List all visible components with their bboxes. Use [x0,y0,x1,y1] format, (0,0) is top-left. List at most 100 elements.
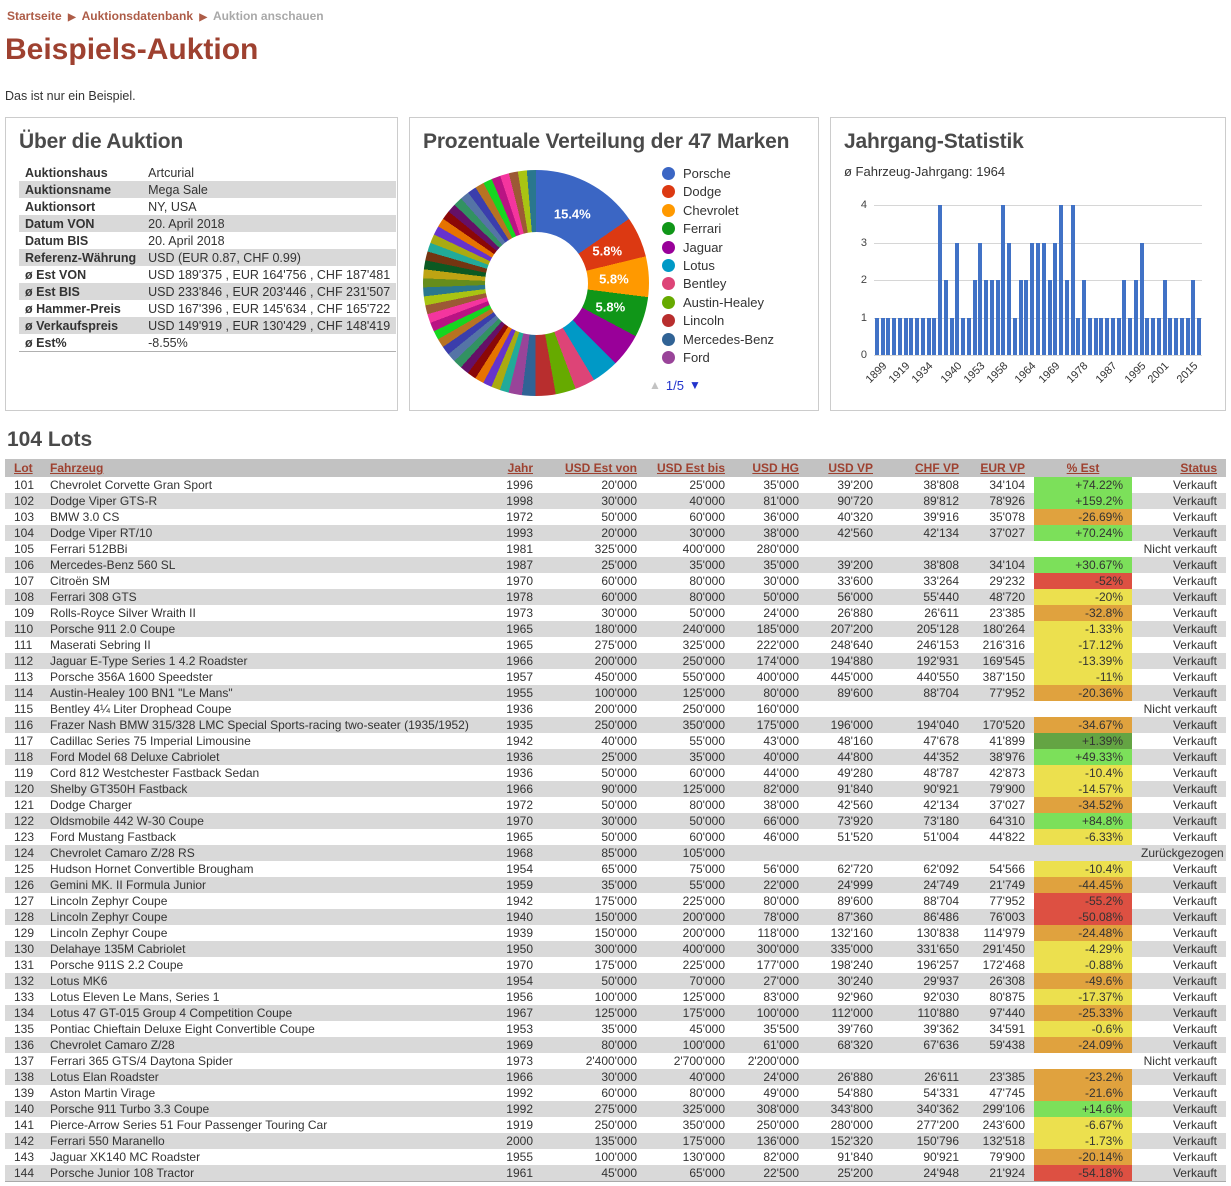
lot-row: 135 Pontiac Chieftain Deluxe Eight Conver… [5,1021,1226,1037]
status-cell: Verkauft [1172,526,1217,540]
chf-vp: 54'331 [923,1086,959,1100]
usd-hg: 308'000 [756,1102,799,1116]
lot-number: 138 [14,1070,35,1084]
eur-vp: 78'926 [989,494,1025,508]
legend-item[interactable]: Lincoln [662,313,774,328]
usd-est-von: 135'000 [594,1134,637,1148]
lot-number: 121 [14,798,35,812]
usd-vp: 54'880 [837,1086,873,1100]
column-sort-link[interactable]: USD HG [752,461,799,475]
brand-distribution-panel: Prozentuale Verteilung der 47 Marken 15.… [409,117,819,411]
column-header-lot: Lot [5,459,41,477]
usd-vp: 44'800 [837,750,873,764]
legend-item[interactable]: Porsche [662,166,774,181]
year: 1959 [506,878,533,892]
usd-est-von: 90'000 [601,782,637,796]
breadcrumb-link-startseite[interactable]: Startseite [7,9,62,23]
y-axis-label: 1 [860,311,867,324]
usd-hg: 49'000 [763,1086,799,1100]
year-bar [1151,317,1156,355]
pct-est-cell: +159.2% [1034,493,1132,509]
lot-number: 105 [14,542,35,556]
column-sort-link[interactable]: Lot [14,461,33,475]
legend-page-down-icon[interactable]: ▼ [688,378,701,393]
usd-est-von: 50'000 [601,830,637,844]
usd-vp: 89'600 [837,894,873,908]
bar-chart: 0 1 2 3 4 1899 1919 1934 1940 1953 1958 1964 1969 197… [861,199,1202,386]
column-header-usd-est-von: USD Est von [542,459,646,477]
usd-est-von: 25'000 [601,558,637,572]
pct-est-cell: -20.14% [1034,1149,1132,1165]
chf-vp: 86'486 [923,910,959,924]
chf-vp: 150'796 [916,1134,959,1148]
lot-row: 120 Shelby GT350H Fastback 1966 90'000 125'0… [5,781,1226,797]
pie-chart-area: 15.4% 5.8% 5.8% 5.8% Porsche Dodge Chevrolet F… [423,164,805,396]
status-cell: Verkauft [1172,942,1217,956]
usd-hg: 44'000 [763,766,799,780]
usd-est-von: 2'400'000 [585,1054,637,1068]
year-bar [1064,280,1069,355]
lot-row: 104 Dodge Viper RT/10 1993 20'000 30'000 38'0… [5,525,1226,541]
pct-est-cell: -11% [1034,669,1132,685]
pct-est-cell: -10.4% [1034,861,1132,877]
legend-item[interactable]: Ferrari [662,221,774,236]
about-row-label: Referenz-Währung [25,250,137,265]
legend-item[interactable]: Ford [662,350,774,365]
year: 1965 [506,622,533,636]
usd-hg: 30'000 [763,574,799,588]
legend-item[interactable]: Bentley [662,276,774,291]
status-cell: Verkauft [1172,1086,1217,1100]
usd-hg: 280'000 [756,542,799,556]
column-sort-link[interactable]: Fahrzeug [50,461,104,475]
legend-label: Ford [683,349,710,365]
lot-row: 130 Delahaye 135M Cabriolet 1950 300'000 400… [5,941,1226,957]
usd-vp: 132'160 [830,926,873,940]
usd-hg: 185'000 [756,622,799,636]
breadcrumb-link-auktionsdatenbank[interactable]: Auktionsdatenbank [81,9,193,23]
year: 1956 [506,990,533,1004]
usd-hg: 35'000 [763,478,799,492]
chf-vp: 88'704 [923,894,959,908]
year: 1972 [506,510,533,524]
legend-item[interactable]: Jaguar [662,240,774,255]
column-sort-link[interactable]: CHF VP [914,461,959,475]
column-sort-link[interactable]: USD Est von [564,461,637,475]
gridline [873,205,1202,206]
status-cell: Verkauft [1172,926,1217,940]
legend-item[interactable]: Dodge [662,184,774,199]
year: 1992 [506,1086,533,1100]
usd-est-von: 50'000 [601,798,637,812]
year-bar [932,317,937,355]
column-sort-link[interactable]: % Est [1066,461,1100,475]
status-cell: Verkauft [1172,782,1217,796]
legend-item[interactable]: Lotus [662,258,774,273]
column-header-usd-est-bis: USD Est bis [646,459,734,477]
legend-item[interactable]: Austin-Healey [662,295,774,310]
year-bar [1047,280,1052,355]
legend-item[interactable]: Chevrolet [662,203,774,218]
column-sort-link[interactable]: Jahr [507,461,533,475]
usd-est-bis: 35'000 [689,750,725,764]
vehicle-name: Ford Model 68 Deluxe Cabriolet [50,750,220,764]
column-sort-link[interactable]: USD VP [828,461,873,475]
usd-est-von: 275'000 [594,1102,637,1116]
year: 1996 [506,478,533,492]
eur-vp: 216'316 [982,638,1025,652]
chf-vp: 90'921 [923,782,959,796]
lot-number: 135 [14,1022,35,1036]
lot-number: 107 [14,574,35,588]
column-sort-link[interactable]: EUR VP [980,461,1025,475]
legend-label: Dodge [683,184,722,200]
legend-item[interactable]: Mercedes-Benz [662,332,774,347]
pct-est-cell: -0.88% [1034,957,1132,973]
usd-hg: 78'000 [763,910,799,924]
eur-vp: 76'003 [989,910,1025,924]
legend-page-up-icon[interactable]: ▲ [649,378,661,393]
lot-row: 138 Lotus Elan Roadster 1966 30'000 40'000 24… [5,1069,1226,1085]
usd-vp: 91'840 [837,782,873,796]
year-bar [943,280,948,355]
column-sort-link[interactable]: Status [1180,461,1217,475]
column-sort-link[interactable]: USD Est bis [656,461,725,475]
status-cell: Verkauft [1172,798,1217,812]
year: 1970 [506,814,533,828]
